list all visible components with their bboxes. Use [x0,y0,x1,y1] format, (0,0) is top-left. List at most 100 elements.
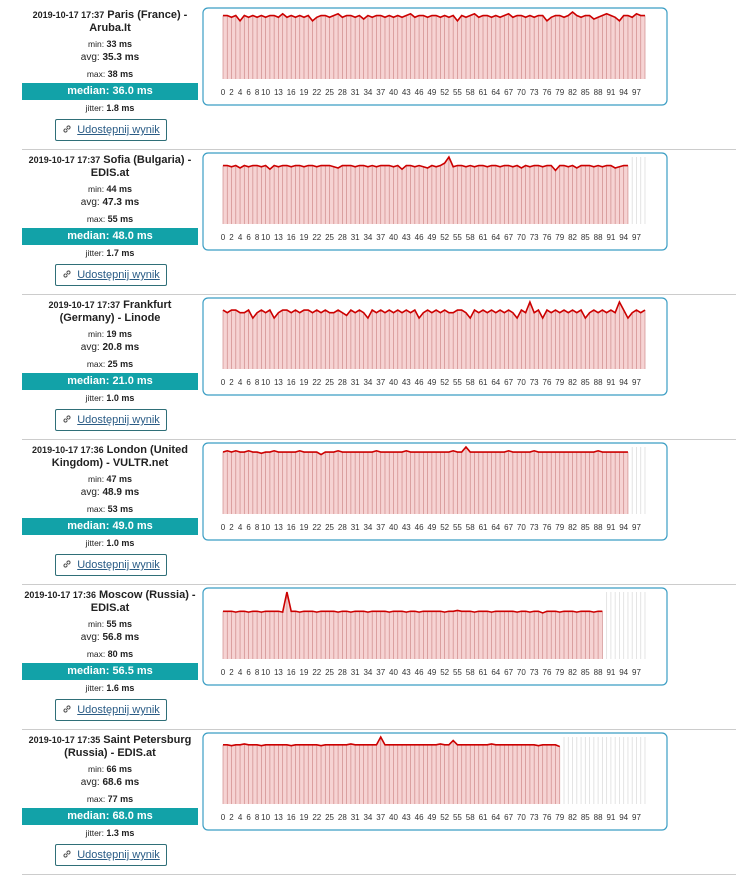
max-value: 77 ms [107,794,134,804]
x-tick-label: 64 [491,233,500,242]
x-tick-label: 94 [619,523,628,532]
x-tick-label: 97 [632,668,641,677]
result-time: 2019-10-17 17:37 [32,10,105,20]
x-tick-label: 25 [325,233,334,242]
ping-line [223,591,603,614]
x-tick-label: 82 [568,668,577,677]
x-tick-label: 31 [351,88,360,97]
x-tick-label: 49 [427,523,436,532]
median-value: 56.5 ms [112,665,153,677]
x-tick-label: 49 [427,813,436,822]
x-tick-label: 4 [238,813,243,822]
avg-value: 48.9 ms [102,487,140,498]
ping-line [223,155,628,172]
x-tick-label: 70 [517,88,526,97]
x-tick-label: 6 [246,813,251,822]
x-tick-label: 55 [453,813,462,822]
x-tick-label: 13 [274,233,283,242]
share-button[interactable]: Udostępnij wynik [55,844,167,866]
jitter: jitter: 1.3 ms [22,827,198,839]
x-tick-label: 2 [229,378,234,387]
x-tick-label: 16 [287,668,296,677]
x-tick-label: 73 [530,668,539,677]
area [223,447,628,514]
server-name: Paris (France) - Aruba.It [89,9,188,34]
x-tick-label: 16 [287,378,296,387]
share-button[interactable]: Udostępnij wynik [55,409,167,431]
x-tick-label: 19 [300,668,309,677]
x-tick-label: 22 [312,233,321,242]
x-tick-label: 4 [238,233,243,242]
max-value: 80 ms [107,649,134,659]
x-tick-label: 88 [594,88,603,97]
x-tick-label: 0 [221,233,226,242]
max-label: max: [86,214,106,224]
min: min: 44 ms [22,183,198,195]
x-tick-label: 82 [568,88,577,97]
x-tick-label: 79 [555,523,564,532]
x-tick-label: 34 [363,813,372,822]
x-tick-label: 52 [440,378,449,387]
x-tick-label: 0 [221,523,226,532]
x-tick-label: 46 [415,523,424,532]
share-button[interactable]: Udostępnij wynik [55,119,167,141]
x-tick-label: 34 [363,88,372,97]
x-tick-label: 82 [568,233,577,242]
share-button[interactable]: Udostępnij wynik [55,699,167,721]
area [223,302,645,369]
jitter-value: 1.3 ms [106,828,135,838]
x-tick-label: 6 [246,668,251,677]
x-tick-label: 34 [363,523,372,532]
x-tick-label: 88 [594,233,603,242]
x-tick-label: 58 [466,813,475,822]
ping-line [222,445,628,456]
median: median: 36.0 ms [22,83,198,100]
x-tick-label: 61 [479,523,488,532]
min-value: 19 ms [106,329,132,339]
x-tick-label: 43 [402,88,411,97]
x-tick-label: 10 [261,233,270,242]
share-button[interactable]: Udostępnij wynik [55,554,167,576]
max: max: 55 ms [22,213,198,225]
x-tick-label: 13 [274,378,283,387]
avg-label: avg: [80,632,100,643]
result-time: 2019-10-17 17:37 [48,300,121,310]
x-tick-label: 82 [568,523,577,532]
x-tick-label: 46 [415,233,424,242]
median-value: 21.0 ms [112,375,153,387]
median: median: 21.0 ms [22,373,198,390]
x-tick-label: 34 [363,233,372,242]
result-time: 2019-10-17 17:37 [28,155,101,165]
x-tick-label: 19 [300,88,309,97]
result-time: 2019-10-17 17:35 [28,735,101,745]
x-tick-label: 22 [312,523,321,532]
min: min: 47 ms [22,473,198,485]
share-label: Udostępnij wynik [77,849,160,861]
x-tick-label: 70 [517,523,526,532]
ping-line [223,735,561,748]
share-label: Udostępnij wynik [77,414,160,426]
median-value: 49.0 ms [112,520,153,532]
share-button[interactable]: Udostępnij wynik [55,264,167,286]
median: median: 49.0 ms [22,518,198,535]
avg-label: avg: [80,487,100,498]
x-tick-label: 55 [453,378,462,387]
min-label: min: [88,184,105,194]
x-tick-label: 31 [351,233,360,242]
x-tick-label: 28 [338,378,347,387]
link-icon [63,125,71,133]
x-tick-label: 76 [543,233,552,242]
x-tick-label: 0 [221,813,226,822]
x-tick-label: 25 [325,378,334,387]
area [223,737,560,804]
x-tick-label: 43 [402,523,411,532]
result-header: 2019-10-17 17:35 Saint Petersburg (Russi… [22,734,198,760]
x-tick-label: 6 [246,233,251,242]
avg-value: 35.3 ms [102,52,140,63]
x-tick-label: 22 [312,668,321,677]
ping-chart: 0 2 4 6 8 10 13 16 19 22 25 28 31 34 37 40 43 46 49 52 55 58 6… [202,152,668,251]
result-time: 2019-10-17 17:36 [24,590,96,600]
x-tick-label: 70 [517,668,526,677]
x-tick-label: 2 [229,523,234,532]
result-header: 2019-10-17 17:36 Moscow (Russia) - EDIS.… [22,589,198,615]
